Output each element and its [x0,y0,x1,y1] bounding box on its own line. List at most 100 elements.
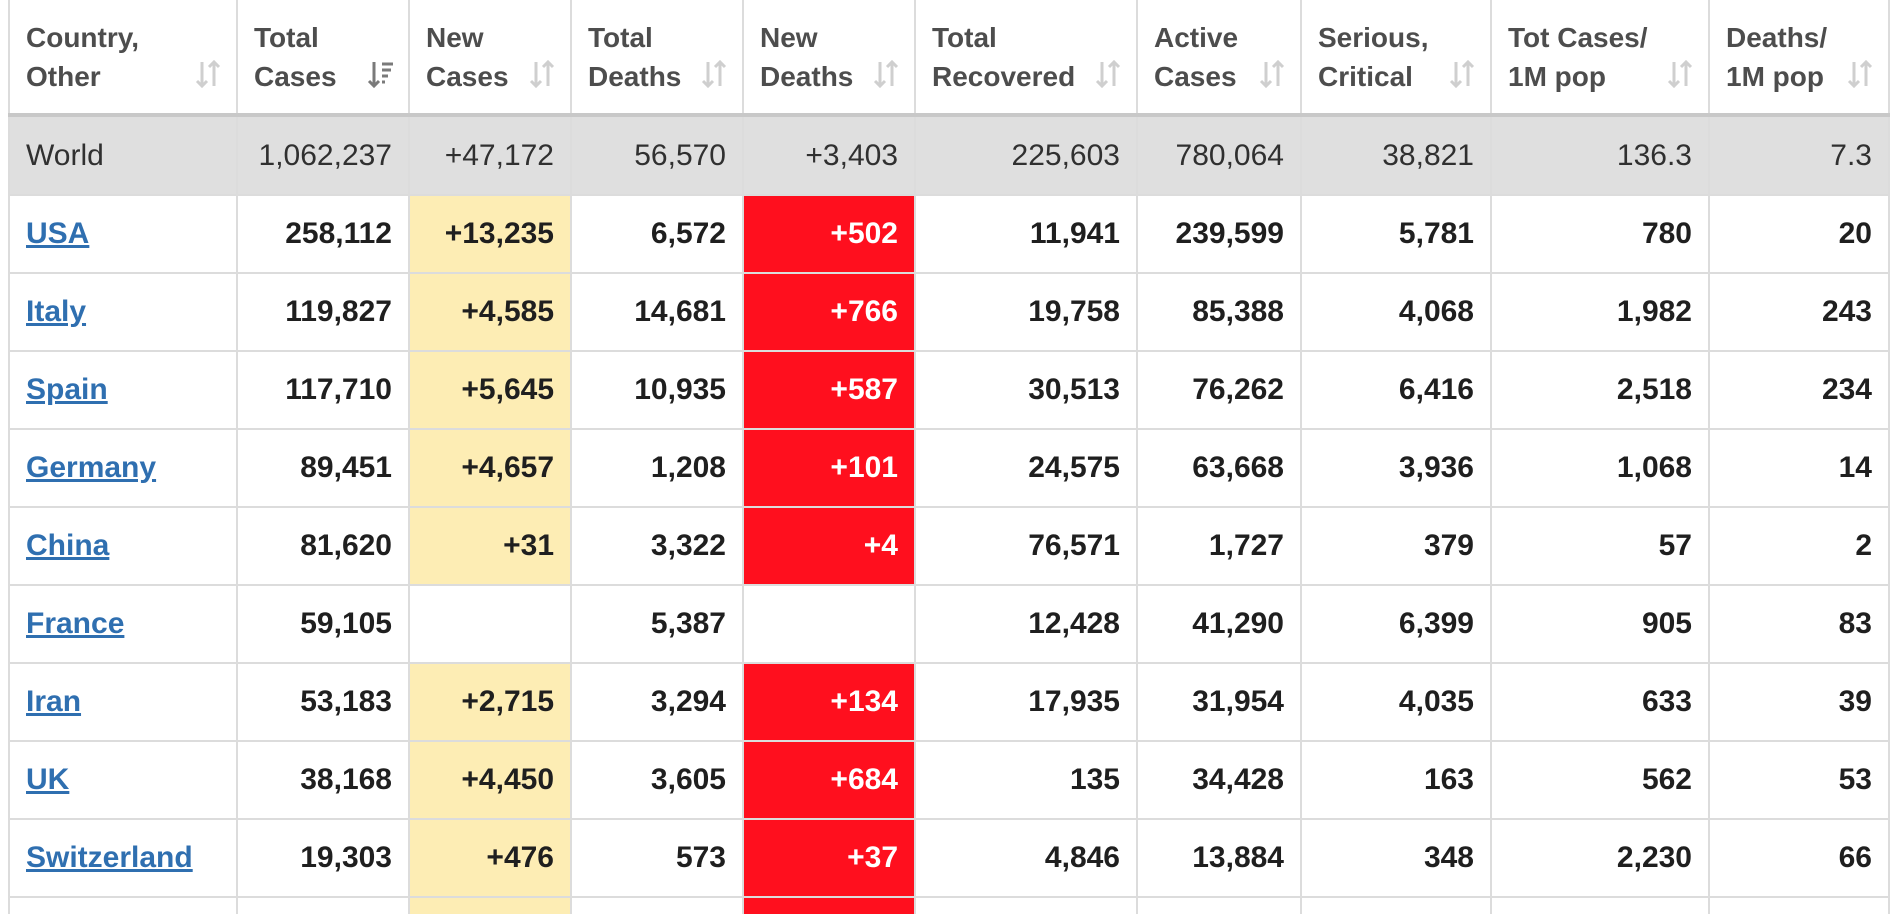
table-row: Germany 89,451 +4,657 1,208 +101 24,575 63,668… [8,428,1890,508]
column-header-label: Deaths/ 1M pop [1726,21,1828,92]
tot-cases-per-1m-cell: 2,518 [1490,350,1710,430]
sort-icon[interactable] [528,59,556,89]
country-link[interactable]: France [26,607,125,640]
column-header-country[interactable]: Country, Other [8,0,238,117]
new-cases-cell: +4,585 [408,272,572,352]
column-header-total-recovered[interactable]: Total Recovered [914,0,1138,117]
total-recovered-cell: 4,846 [914,818,1138,898]
country-cell: France [8,584,238,664]
country-link[interactable]: USA [26,217,90,250]
sort-icon[interactable] [194,59,222,89]
world-tot-cases-per-1m: 136.3 [1490,114,1710,196]
table-row: USA 258,112 +13,235 6,572 +502 11,941 239,599 5… [8,194,1890,274]
new-deaths-cell: +587 [742,350,916,430]
tot-cases-per-1m-cell: 562 [1490,740,1710,820]
country-cell: Spain [8,350,238,430]
empty-cell [408,896,572,914]
column-header-total-deaths[interactable]: Total Deaths [570,0,744,117]
deaths-per-1m-cell: 53 [1708,740,1890,820]
country-link[interactable]: Iran [26,685,82,718]
column-header-tot-cases-per-1m[interactable]: Tot Cases/ 1M pop [1490,0,1710,117]
active-cases-cell: 63,668 [1136,428,1302,508]
sort-icon[interactable] [1448,59,1476,89]
serious-critical-cell: 163 [1300,740,1492,820]
total-recovered-cell: 24,575 [914,428,1138,508]
sort-icon[interactable] [1666,59,1694,89]
sort-icon[interactable] [1094,59,1122,89]
total-deaths-cell: 573 [570,818,744,898]
empty-cell [914,896,1138,914]
deaths-per-1m-cell: 234 [1708,350,1890,430]
table-row: Italy 119,827 +4,585 14,681 +766 19,758 85,388… [8,272,1890,352]
tot-cases-per-1m-cell: 780 [1490,194,1710,274]
total-recovered-cell: 76,571 [914,506,1138,586]
column-header-active-cases[interactable]: Active Cases [1136,0,1302,117]
country-link[interactable]: Spain [26,373,108,406]
serious-critical-cell: 6,416 [1300,350,1492,430]
active-cases-cell: 41,290 [1136,584,1302,664]
world-label: World [8,114,238,196]
column-header-new-cases[interactable]: New Cases [408,0,572,117]
new-deaths-cell: +684 [742,740,916,820]
column-header-new-deaths[interactable]: New Deaths [742,0,916,117]
serious-critical-cell: 4,035 [1300,662,1492,742]
active-cases-cell: 34,428 [1136,740,1302,820]
total-recovered-cell: 30,513 [914,350,1138,430]
total-cases-cell: 89,451 [236,428,410,508]
country-link[interactable]: Switzerland [26,841,193,874]
sort-desc-icon[interactable] [366,59,394,89]
sort-icon[interactable] [872,59,900,89]
country-cell: USA [8,194,238,274]
column-header-label: Total Cases [254,21,337,92]
table-row [8,896,1890,914]
new-cases-cell: +4,657 [408,428,572,508]
column-header-serious-critical[interactable]: Serious, Critical [1300,0,1492,117]
total-cases-cell: 19,303 [236,818,410,898]
sort-icon[interactable] [1846,59,1874,89]
column-header-label: New Deaths [760,21,854,92]
tot-cases-per-1m-cell: 905 [1490,584,1710,664]
country-link[interactable]: China [26,529,110,562]
country-link[interactable]: UK [26,763,70,796]
column-header-deaths-per-1m[interactable]: Deaths/ 1M pop [1708,0,1890,117]
total-cases-cell: 81,620 [236,506,410,586]
new-cases-cell [408,584,572,664]
world-new-deaths: +3,403 [742,114,916,196]
column-header-label: New Cases [426,21,509,92]
total-deaths-cell: 14,681 [570,272,744,352]
new-deaths-cell: +4 [742,506,916,586]
country-cell: Switzerland [8,818,238,898]
country-link[interactable]: Germany [26,451,157,484]
active-cases-cell: 1,727 [1136,506,1302,586]
table-row: Iran 53,183 +2,715 3,294 +134 17,935 31,954 4,0… [8,662,1890,742]
deaths-per-1m-cell: 243 [1708,272,1890,352]
total-cases-cell: 119,827 [236,272,410,352]
new-deaths-cell: +37 [742,818,916,898]
column-header-total-cases[interactable]: Total Cases [236,0,410,117]
column-header-label: Country, Other [26,21,140,92]
country-cell: Iran [8,662,238,742]
sort-icon[interactable] [1258,59,1286,89]
column-header-label: Tot Cases/ 1M pop [1508,21,1648,92]
new-cases-cell: +31 [408,506,572,586]
column-header-label: Active Cases [1154,21,1239,92]
tot-cases-per-1m-cell: 1,068 [1490,428,1710,508]
empty-cell [1136,896,1302,914]
world-serious-critical: 38,821 [1300,114,1492,196]
empty-cell [1708,896,1890,914]
world-total-row: World 1,062,237 +47,172 56,570 +3,403 22… [8,114,1890,196]
serious-critical-cell: 379 [1300,506,1492,586]
deaths-per-1m-cell: 2 [1708,506,1890,586]
tot-cases-per-1m-cell: 633 [1490,662,1710,742]
cases-table: Country, Other Total Cases New Cases Tot… [8,0,1890,914]
serious-critical-cell: 6,399 [1300,584,1492,664]
new-deaths-cell: +134 [742,662,916,742]
sort-icon[interactable] [700,59,728,89]
header-row: Country, Other Total Cases New Cases Tot… [8,0,1890,117]
country-link[interactable]: Italy [26,295,87,328]
table-row: UK 38,168 +4,450 3,605 +684 135 34,428 163 562 53 [8,740,1890,820]
new-deaths-cell: +766 [742,272,916,352]
active-cases-cell: 85,388 [1136,272,1302,352]
new-cases-cell: +2,715 [408,662,572,742]
